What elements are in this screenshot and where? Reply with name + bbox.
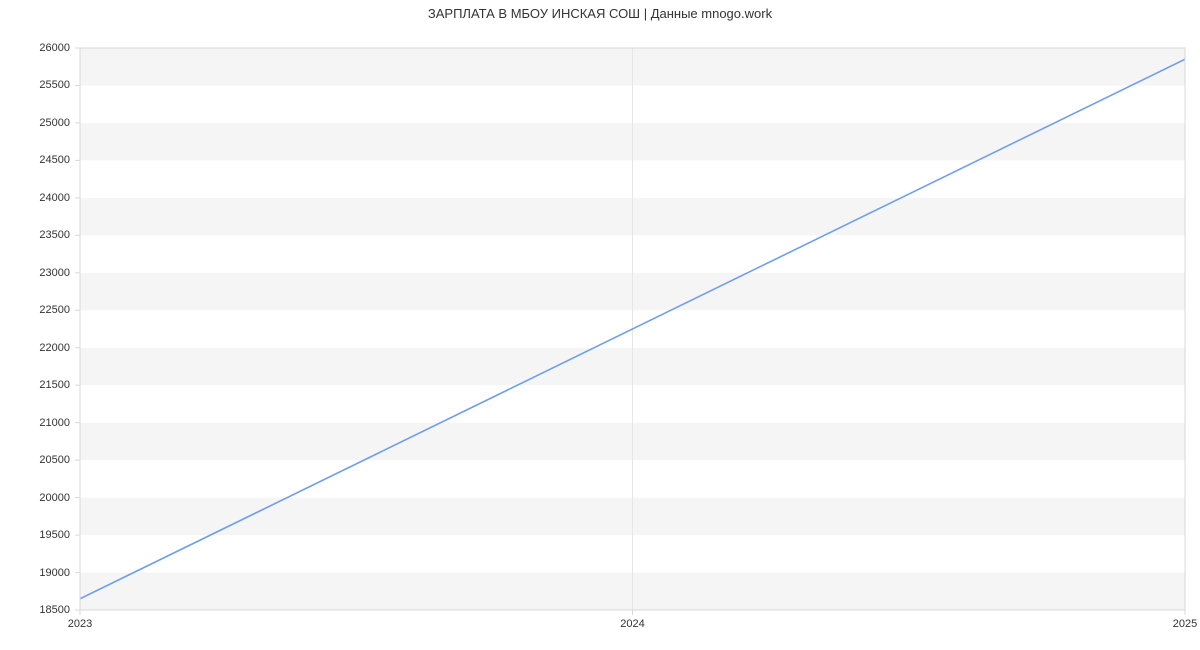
y-tick-label: 19000: [0, 567, 70, 579]
y-tick-label: 22000: [0, 342, 70, 354]
y-tick-label: 24500: [0, 154, 70, 166]
y-tick-label: 26000: [0, 42, 70, 54]
y-tick-label: 22500: [0, 304, 70, 316]
x-tick-label: 2024: [620, 618, 644, 630]
y-tick-label: 24000: [0, 192, 70, 204]
chart-container: ЗАРПЛАТА В МБОУ ИНСКАЯ СОШ | Данные mnog…: [0, 0, 1200, 650]
y-tick-label: 23000: [0, 267, 70, 279]
x-tick-label: 2025: [1173, 618, 1197, 630]
y-tick-label: 25500: [0, 79, 70, 91]
y-tick-label: 21000: [0, 417, 70, 429]
x-tick-label: 2023: [68, 618, 92, 630]
y-tick-label: 23500: [0, 229, 70, 241]
y-tick-label: 20000: [0, 492, 70, 504]
y-tick-label: 20500: [0, 454, 70, 466]
y-tick-label: 21500: [0, 379, 70, 391]
chart-plot: [0, 0, 1200, 650]
y-tick-label: 25000: [0, 117, 70, 129]
y-tick-label: 19500: [0, 529, 70, 541]
y-tick-label: 18500: [0, 604, 70, 616]
